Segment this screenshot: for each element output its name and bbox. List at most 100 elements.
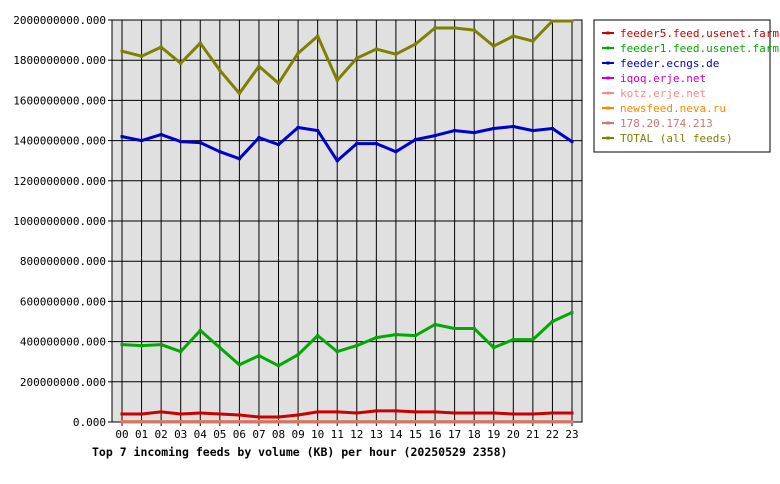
data-point bbox=[179, 61, 183, 65]
x-tick-label: 17 bbox=[448, 428, 461, 441]
x-tick-label: 06 bbox=[233, 428, 246, 441]
x-tick-label: 11 bbox=[331, 428, 344, 441]
x-tick-label: 15 bbox=[409, 428, 422, 441]
data-point bbox=[316, 334, 320, 338]
data-point bbox=[394, 333, 398, 337]
data-point bbox=[570, 420, 574, 424]
data-point bbox=[511, 125, 515, 129]
data-point bbox=[159, 343, 163, 347]
data-point bbox=[492, 44, 496, 48]
data-point bbox=[472, 28, 476, 32]
data-point bbox=[218, 346, 222, 350]
data-point bbox=[159, 45, 163, 49]
legend-label: feeder1.feed.usenet.farm bbox=[620, 42, 779, 55]
data-point bbox=[316, 129, 320, 133]
data-point bbox=[570, 411, 574, 415]
data-point bbox=[472, 420, 476, 424]
data-point bbox=[394, 420, 398, 424]
data-point bbox=[570, 19, 574, 23]
data-point bbox=[179, 420, 183, 424]
data-point bbox=[413, 334, 417, 338]
data-point bbox=[453, 327, 457, 331]
data-point bbox=[472, 411, 476, 415]
data-point bbox=[140, 139, 144, 143]
data-point bbox=[198, 141, 202, 145]
data-point bbox=[277, 420, 281, 424]
data-point bbox=[120, 420, 124, 424]
legend-label: TOTAL (all feeds) bbox=[620, 132, 733, 145]
data-point bbox=[413, 138, 417, 142]
x-tick-label: 10 bbox=[311, 428, 324, 441]
y-tick-label: 0.000 bbox=[73, 416, 106, 429]
data-point bbox=[296, 413, 300, 417]
data-point bbox=[218, 150, 222, 154]
data-point bbox=[179, 412, 183, 416]
data-point bbox=[218, 412, 222, 416]
y-tick-label: 600000000.000 bbox=[20, 295, 106, 308]
data-point bbox=[257, 415, 261, 419]
data-point bbox=[277, 415, 281, 419]
y-tick-label: 2000000000.000 bbox=[13, 14, 106, 27]
data-point bbox=[374, 409, 378, 413]
y-tick-label: 1200000000.000 bbox=[13, 175, 106, 188]
data-point bbox=[550, 19, 554, 23]
data-point bbox=[296, 353, 300, 357]
data-point bbox=[472, 327, 476, 331]
x-tick-label: 07 bbox=[252, 428, 265, 441]
data-point bbox=[453, 420, 457, 424]
x-tick-label: 23 bbox=[565, 428, 578, 441]
data-point bbox=[335, 159, 339, 163]
data-point bbox=[413, 420, 417, 424]
data-point bbox=[237, 157, 241, 161]
data-point bbox=[277, 364, 281, 368]
data-point bbox=[335, 420, 339, 424]
data-point bbox=[140, 420, 144, 424]
data-point bbox=[570, 140, 574, 144]
data-point bbox=[492, 420, 496, 424]
data-point bbox=[237, 413, 241, 417]
data-point bbox=[433, 420, 437, 424]
y-tick-label: 1000000000.000 bbox=[13, 215, 106, 228]
axes: 0.000 200000000.000 400000000.000 600000000… bbox=[13, 14, 578, 441]
data-point bbox=[120, 412, 124, 416]
data-point bbox=[433, 134, 437, 138]
legend-marker bbox=[606, 106, 610, 110]
x-tick-label: 09 bbox=[291, 428, 304, 441]
data-point bbox=[531, 420, 535, 424]
data-point bbox=[316, 34, 320, 38]
data-point bbox=[237, 91, 241, 95]
data-point bbox=[433, 323, 437, 327]
data-point bbox=[511, 420, 515, 424]
y-tick-label: 1400000000.000 bbox=[13, 135, 106, 148]
legend-marker bbox=[606, 136, 610, 140]
x-tick-label: 13 bbox=[370, 428, 383, 441]
data-point bbox=[511, 412, 515, 416]
data-point bbox=[257, 354, 261, 358]
data-point bbox=[198, 411, 202, 415]
data-point bbox=[492, 346, 496, 350]
data-point bbox=[413, 410, 417, 414]
data-point bbox=[374, 47, 378, 51]
data-point bbox=[218, 68, 222, 72]
legend-marker bbox=[606, 61, 610, 65]
y-tick-label: 400000000.000 bbox=[20, 336, 106, 349]
legend: feeder5.feed.usenet.farm feeder1.feed.use… bbox=[593, 19, 779, 153]
data-point bbox=[374, 336, 378, 340]
data-point bbox=[120, 135, 124, 139]
data-point bbox=[394, 52, 398, 56]
y-tick-label: 200000000.000 bbox=[20, 376, 106, 389]
data-point bbox=[355, 142, 359, 146]
data-point bbox=[511, 34, 515, 38]
data-point bbox=[198, 41, 202, 45]
data-point bbox=[550, 411, 554, 415]
data-point bbox=[511, 338, 515, 342]
x-tick-label: 04 bbox=[194, 428, 208, 441]
data-point bbox=[159, 133, 163, 137]
grid bbox=[112, 20, 582, 422]
series-line bbox=[122, 409, 572, 419]
data-point bbox=[335, 78, 339, 82]
series-line bbox=[121, 311, 573, 368]
legend-box bbox=[593, 19, 771, 153]
